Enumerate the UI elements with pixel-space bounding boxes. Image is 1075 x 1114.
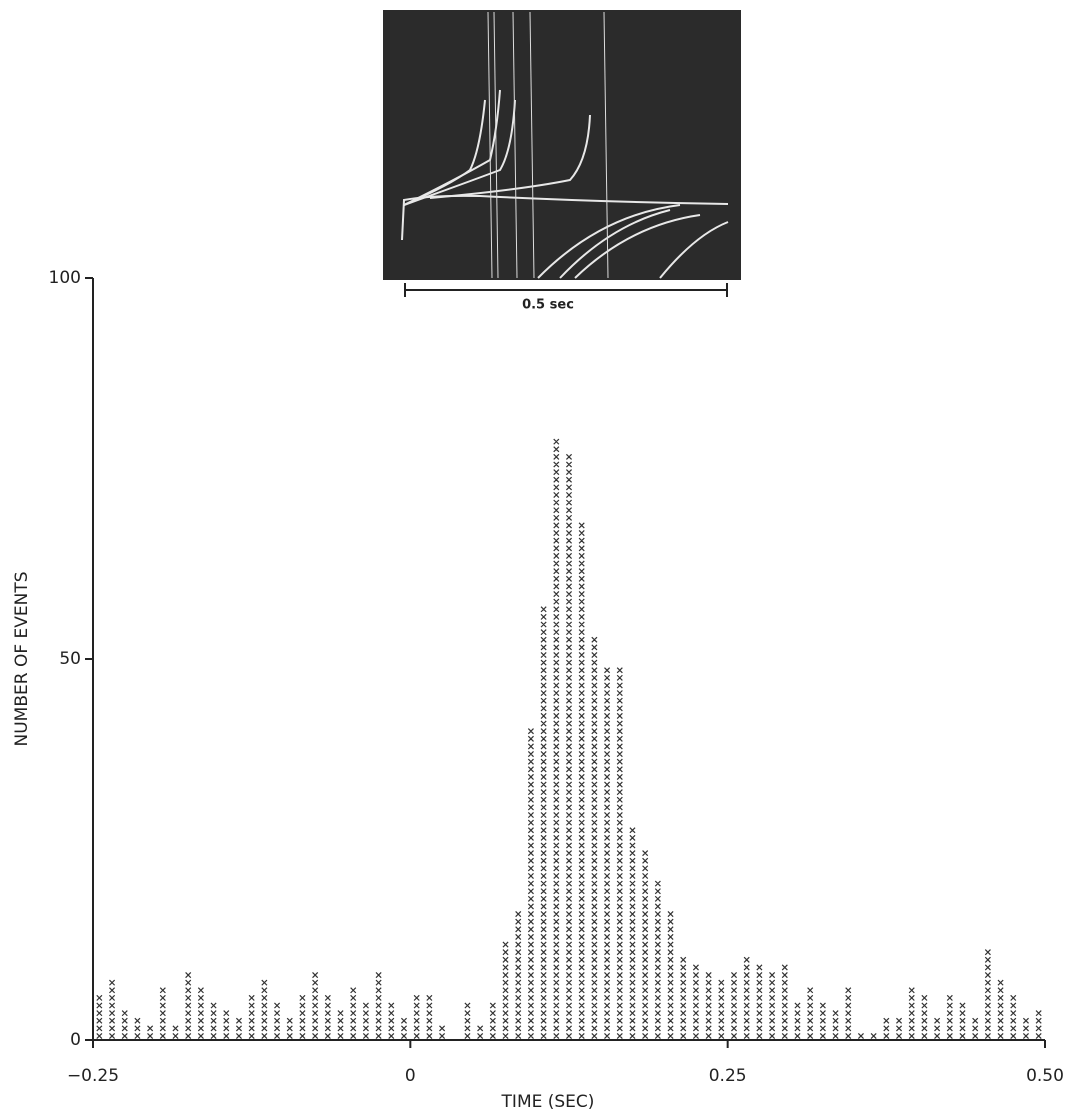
x-tick-label: 0.50 bbox=[1026, 1066, 1064, 1086]
bar bbox=[819, 1002, 826, 1040]
bar bbox=[565, 453, 573, 1040]
bar bbox=[439, 1025, 446, 1040]
bar bbox=[540, 606, 547, 1040]
bar bbox=[134, 1017, 141, 1040]
bar bbox=[426, 994, 433, 1040]
bar bbox=[705, 972, 712, 1040]
bar bbox=[248, 994, 255, 1040]
bar bbox=[1035, 1010, 1042, 1040]
bar bbox=[477, 1025, 484, 1040]
inset-spikes bbox=[487, 11, 609, 279]
bar bbox=[743, 956, 750, 1040]
bar bbox=[654, 880, 661, 1040]
bar bbox=[235, 1017, 242, 1040]
scale-label: 0.5 sec bbox=[522, 298, 574, 313]
bar bbox=[794, 1002, 801, 1040]
x-tick-label: 0.25 bbox=[709, 1066, 747, 1086]
bar bbox=[299, 994, 306, 1040]
bar bbox=[781, 964, 788, 1040]
bar bbox=[375, 972, 382, 1040]
inset-photo bbox=[383, 10, 741, 280]
bar bbox=[109, 979, 116, 1040]
scale-bar bbox=[404, 283, 728, 297]
bar bbox=[680, 956, 687, 1040]
bar bbox=[832, 1010, 839, 1040]
bar bbox=[223, 1010, 230, 1040]
bar bbox=[210, 1002, 217, 1040]
bar bbox=[896, 1017, 903, 1040]
bar bbox=[159, 987, 166, 1040]
bar bbox=[629, 827, 636, 1040]
bar bbox=[845, 987, 852, 1040]
inset-traces bbox=[401, 89, 729, 279]
bar bbox=[807, 987, 814, 1040]
bar bbox=[578, 522, 585, 1040]
bar bbox=[1022, 1017, 1029, 1040]
y-tick-label: 100 bbox=[49, 268, 81, 288]
bar bbox=[972, 1017, 979, 1040]
bar bbox=[946, 994, 953, 1040]
bar bbox=[921, 994, 928, 1040]
bar bbox=[1010, 994, 1017, 1040]
bar bbox=[756, 964, 763, 1040]
bar bbox=[908, 987, 915, 1040]
bar bbox=[984, 949, 991, 1040]
bar bbox=[997, 979, 1004, 1040]
bar bbox=[616, 667, 623, 1040]
bar bbox=[591, 636, 598, 1040]
bar bbox=[96, 994, 103, 1040]
bar bbox=[857, 1032, 864, 1040]
bar bbox=[464, 1002, 471, 1040]
bar bbox=[400, 1017, 408, 1040]
bar bbox=[667, 911, 674, 1040]
y-tick-label: 0 bbox=[70, 1030, 81, 1050]
bar bbox=[147, 1025, 154, 1040]
bar bbox=[274, 1002, 281, 1040]
bar bbox=[362, 1002, 369, 1040]
bar bbox=[553, 438, 560, 1040]
x-tick-label: 0 bbox=[405, 1066, 416, 1086]
bar bbox=[261, 979, 268, 1040]
bar bbox=[324, 994, 331, 1040]
bar bbox=[172, 1025, 179, 1040]
bar bbox=[959, 1002, 966, 1040]
bar bbox=[337, 1010, 344, 1040]
bar bbox=[489, 1002, 496, 1040]
bar bbox=[197, 987, 204, 1040]
bar bbox=[642, 850, 649, 1040]
bar bbox=[388, 1002, 395, 1040]
bar bbox=[692, 964, 699, 1040]
bar bbox=[718, 979, 725, 1040]
x-axis-title: TIME (SEC) bbox=[501, 1092, 595, 1112]
bar bbox=[870, 1032, 877, 1040]
bar bbox=[502, 941, 509, 1040]
bar bbox=[312, 972, 319, 1040]
bar bbox=[604, 667, 611, 1040]
bar bbox=[515, 911, 522, 1040]
y-tick-label: 50 bbox=[59, 649, 81, 669]
bar bbox=[883, 1017, 890, 1040]
bar bbox=[185, 972, 192, 1040]
bar bbox=[934, 1017, 941, 1040]
bar bbox=[121, 1010, 128, 1040]
bar bbox=[350, 987, 357, 1040]
bar bbox=[769, 972, 776, 1040]
bar bbox=[730, 972, 738, 1040]
bar bbox=[527, 728, 534, 1040]
bar bbox=[413, 994, 420, 1040]
oscilloscope-inset: 0.5 sec bbox=[383, 10, 741, 313]
y-axis-title: NUMBER OF EVENTS bbox=[12, 571, 32, 746]
x-tick-label: −0.25 bbox=[67, 1066, 119, 1086]
bar bbox=[286, 1017, 293, 1040]
